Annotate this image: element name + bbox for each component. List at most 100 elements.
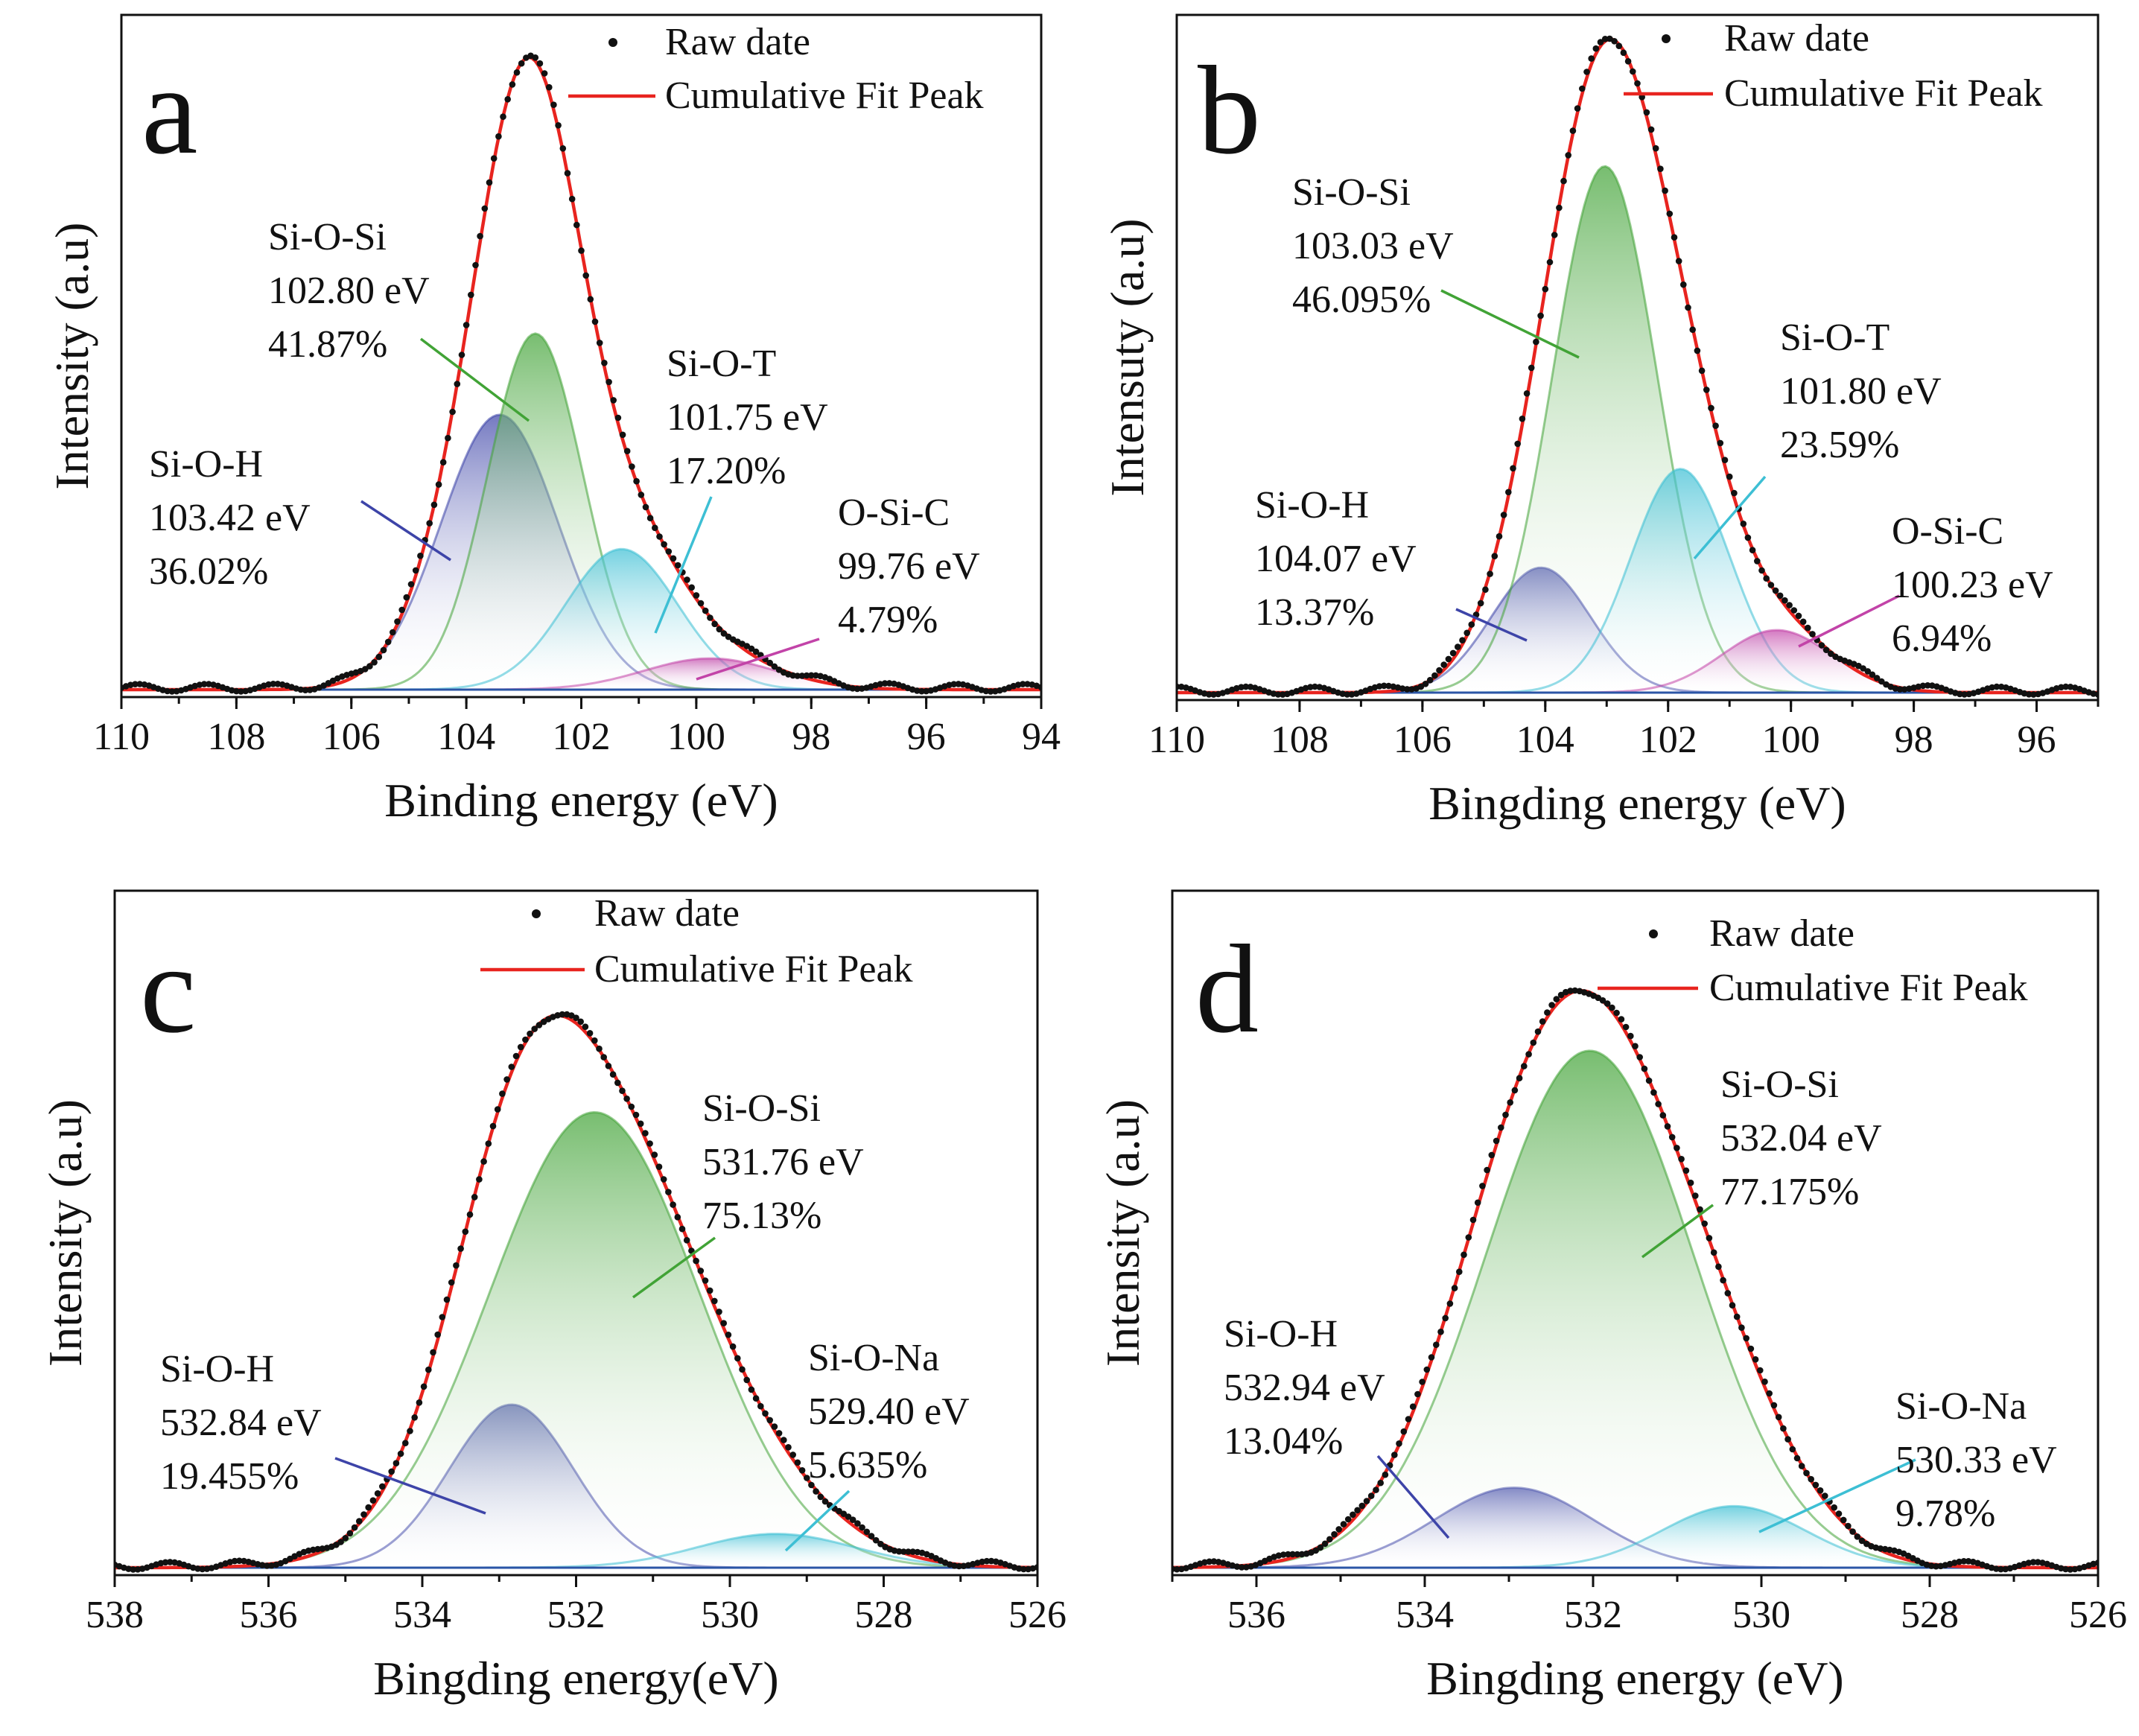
x-tick-label: 96 [2018, 719, 2056, 761]
raw-point [448, 1279, 455, 1286]
raw-point [1789, 1446, 1796, 1453]
raw-point [264, 1562, 270, 1569]
raw-point [1335, 1526, 1342, 1533]
raw-point [1511, 1087, 1519, 1094]
raw-point [1455, 643, 1461, 650]
raw-point [365, 1504, 372, 1511]
raw-point [449, 408, 456, 416]
raw-point [609, 1071, 617, 1078]
raw-point [445, 434, 451, 442]
raw-point [1636, 1054, 1643, 1061]
raw-point [403, 594, 410, 601]
raw-point [1459, 637, 1466, 643]
x-tick-label: 102 [1639, 719, 1697, 761]
annotation-energy: 531.76 eV [702, 1141, 864, 1183]
raw-point [854, 685, 861, 693]
raw-point [1624, 58, 1632, 65]
raw-point [840, 1510, 848, 1517]
raw-point [1668, 1134, 1676, 1141]
raw-point [1456, 1268, 1463, 1275]
raw-point [503, 1076, 510, 1083]
annotation-energy: 99.76 eV [838, 545, 980, 588]
raw-point [1507, 1099, 1513, 1106]
raw-point [655, 1163, 663, 1170]
annotation-energy: 101.80 eV [1780, 370, 1942, 413]
raw-point [1731, 489, 1738, 497]
peak-fill-si-o-si [115, 1112, 1037, 1568]
raw-point [1479, 1183, 1486, 1189]
annotation-si-o-h: Si-O-H 104.07 eV 13.37% [1255, 484, 1528, 642]
raw-point [881, 680, 889, 687]
raw-point [1321, 1540, 1329, 1548]
raw-point [1206, 691, 1212, 698]
raw-point [1933, 1562, 1939, 1570]
raw-point [1446, 1300, 1454, 1307]
raw-point [798, 1467, 806, 1474]
raw-point [1020, 1565, 1027, 1573]
raw-point [1419, 1379, 1426, 1385]
x-tick-label: 526 [1008, 1594, 1067, 1636]
annotation-label: O-Si-C [1892, 510, 2003, 553]
raw-point [1822, 646, 1830, 653]
raw-point [1484, 1166, 1490, 1174]
raw-point [1546, 258, 1554, 266]
x-tick-label: 106 [322, 716, 381, 758]
annotation-energy: 100.23 eV [1892, 564, 2053, 606]
raw-point [231, 1557, 238, 1565]
raw-point [642, 503, 649, 511]
raw-point [1752, 1356, 1759, 1363]
x-tick-label: 106 [1393, 719, 1452, 761]
plot-area [121, 52, 1041, 695]
raw-point [1997, 1565, 2004, 1573]
raw-point [1720, 1276, 1726, 1284]
plot-frame [1175, 13, 2100, 702]
raw-point [1729, 1302, 1736, 1309]
raw-point [1350, 1511, 1356, 1519]
raw-point [665, 1189, 672, 1195]
raw-point [1502, 1111, 1509, 1119]
raw-point [697, 1268, 705, 1274]
raw-point [775, 1430, 783, 1437]
x-tick-label: 108 [207, 716, 265, 758]
x-tick-label: 110 [1148, 719, 1205, 761]
raw-point [356, 1518, 363, 1524]
raw-point [775, 667, 783, 673]
raw-point [457, 1245, 464, 1252]
raw-point [821, 1498, 829, 1505]
raw-point [366, 663, 373, 670]
raw-point [1599, 997, 1606, 1004]
peak-fill-si-o-si [1172, 1050, 2098, 1568]
annotation-energy: 532.94 eV [1224, 1367, 1385, 1409]
raw-point [1210, 1558, 1218, 1565]
annotation-energy: 104.07 eV [1255, 538, 1417, 580]
raw-point [1437, 1329, 1444, 1335]
raw-point [1468, 621, 1475, 628]
annotation-label: Si-O-Na [1895, 1385, 2027, 1428]
raw-point [1344, 1516, 1352, 1523]
raw-point [1738, 1324, 1745, 1331]
raw-point [1544, 1009, 1551, 1016]
raw-point [582, 272, 589, 279]
raw-point [236, 1557, 243, 1564]
raw-point [1449, 649, 1457, 657]
annotation-percent: 5.635% [808, 1444, 927, 1487]
raw-point [1428, 1354, 1435, 1361]
raw-point [1548, 1002, 1555, 1008]
raw-point [1569, 127, 1577, 134]
raw-point [518, 60, 525, 67]
legend-raw-marker [1649, 929, 1658, 938]
raw-point [1519, 416, 1526, 422]
x-axis-label: Bingding energy (eV) [1428, 777, 1846, 830]
raw-point [711, 1297, 718, 1305]
raw-data-points [121, 52, 1041, 695]
raw-point [1461, 1251, 1467, 1259]
raw-point [162, 1559, 169, 1566]
raw-point [233, 687, 240, 695]
raw-point [2067, 1566, 2073, 1573]
raw-point [1634, 80, 1641, 87]
raw-point [351, 1524, 358, 1531]
raw-point [596, 1045, 603, 1052]
raw-point [1542, 285, 1549, 293]
raw-point [1285, 1551, 1291, 1558]
